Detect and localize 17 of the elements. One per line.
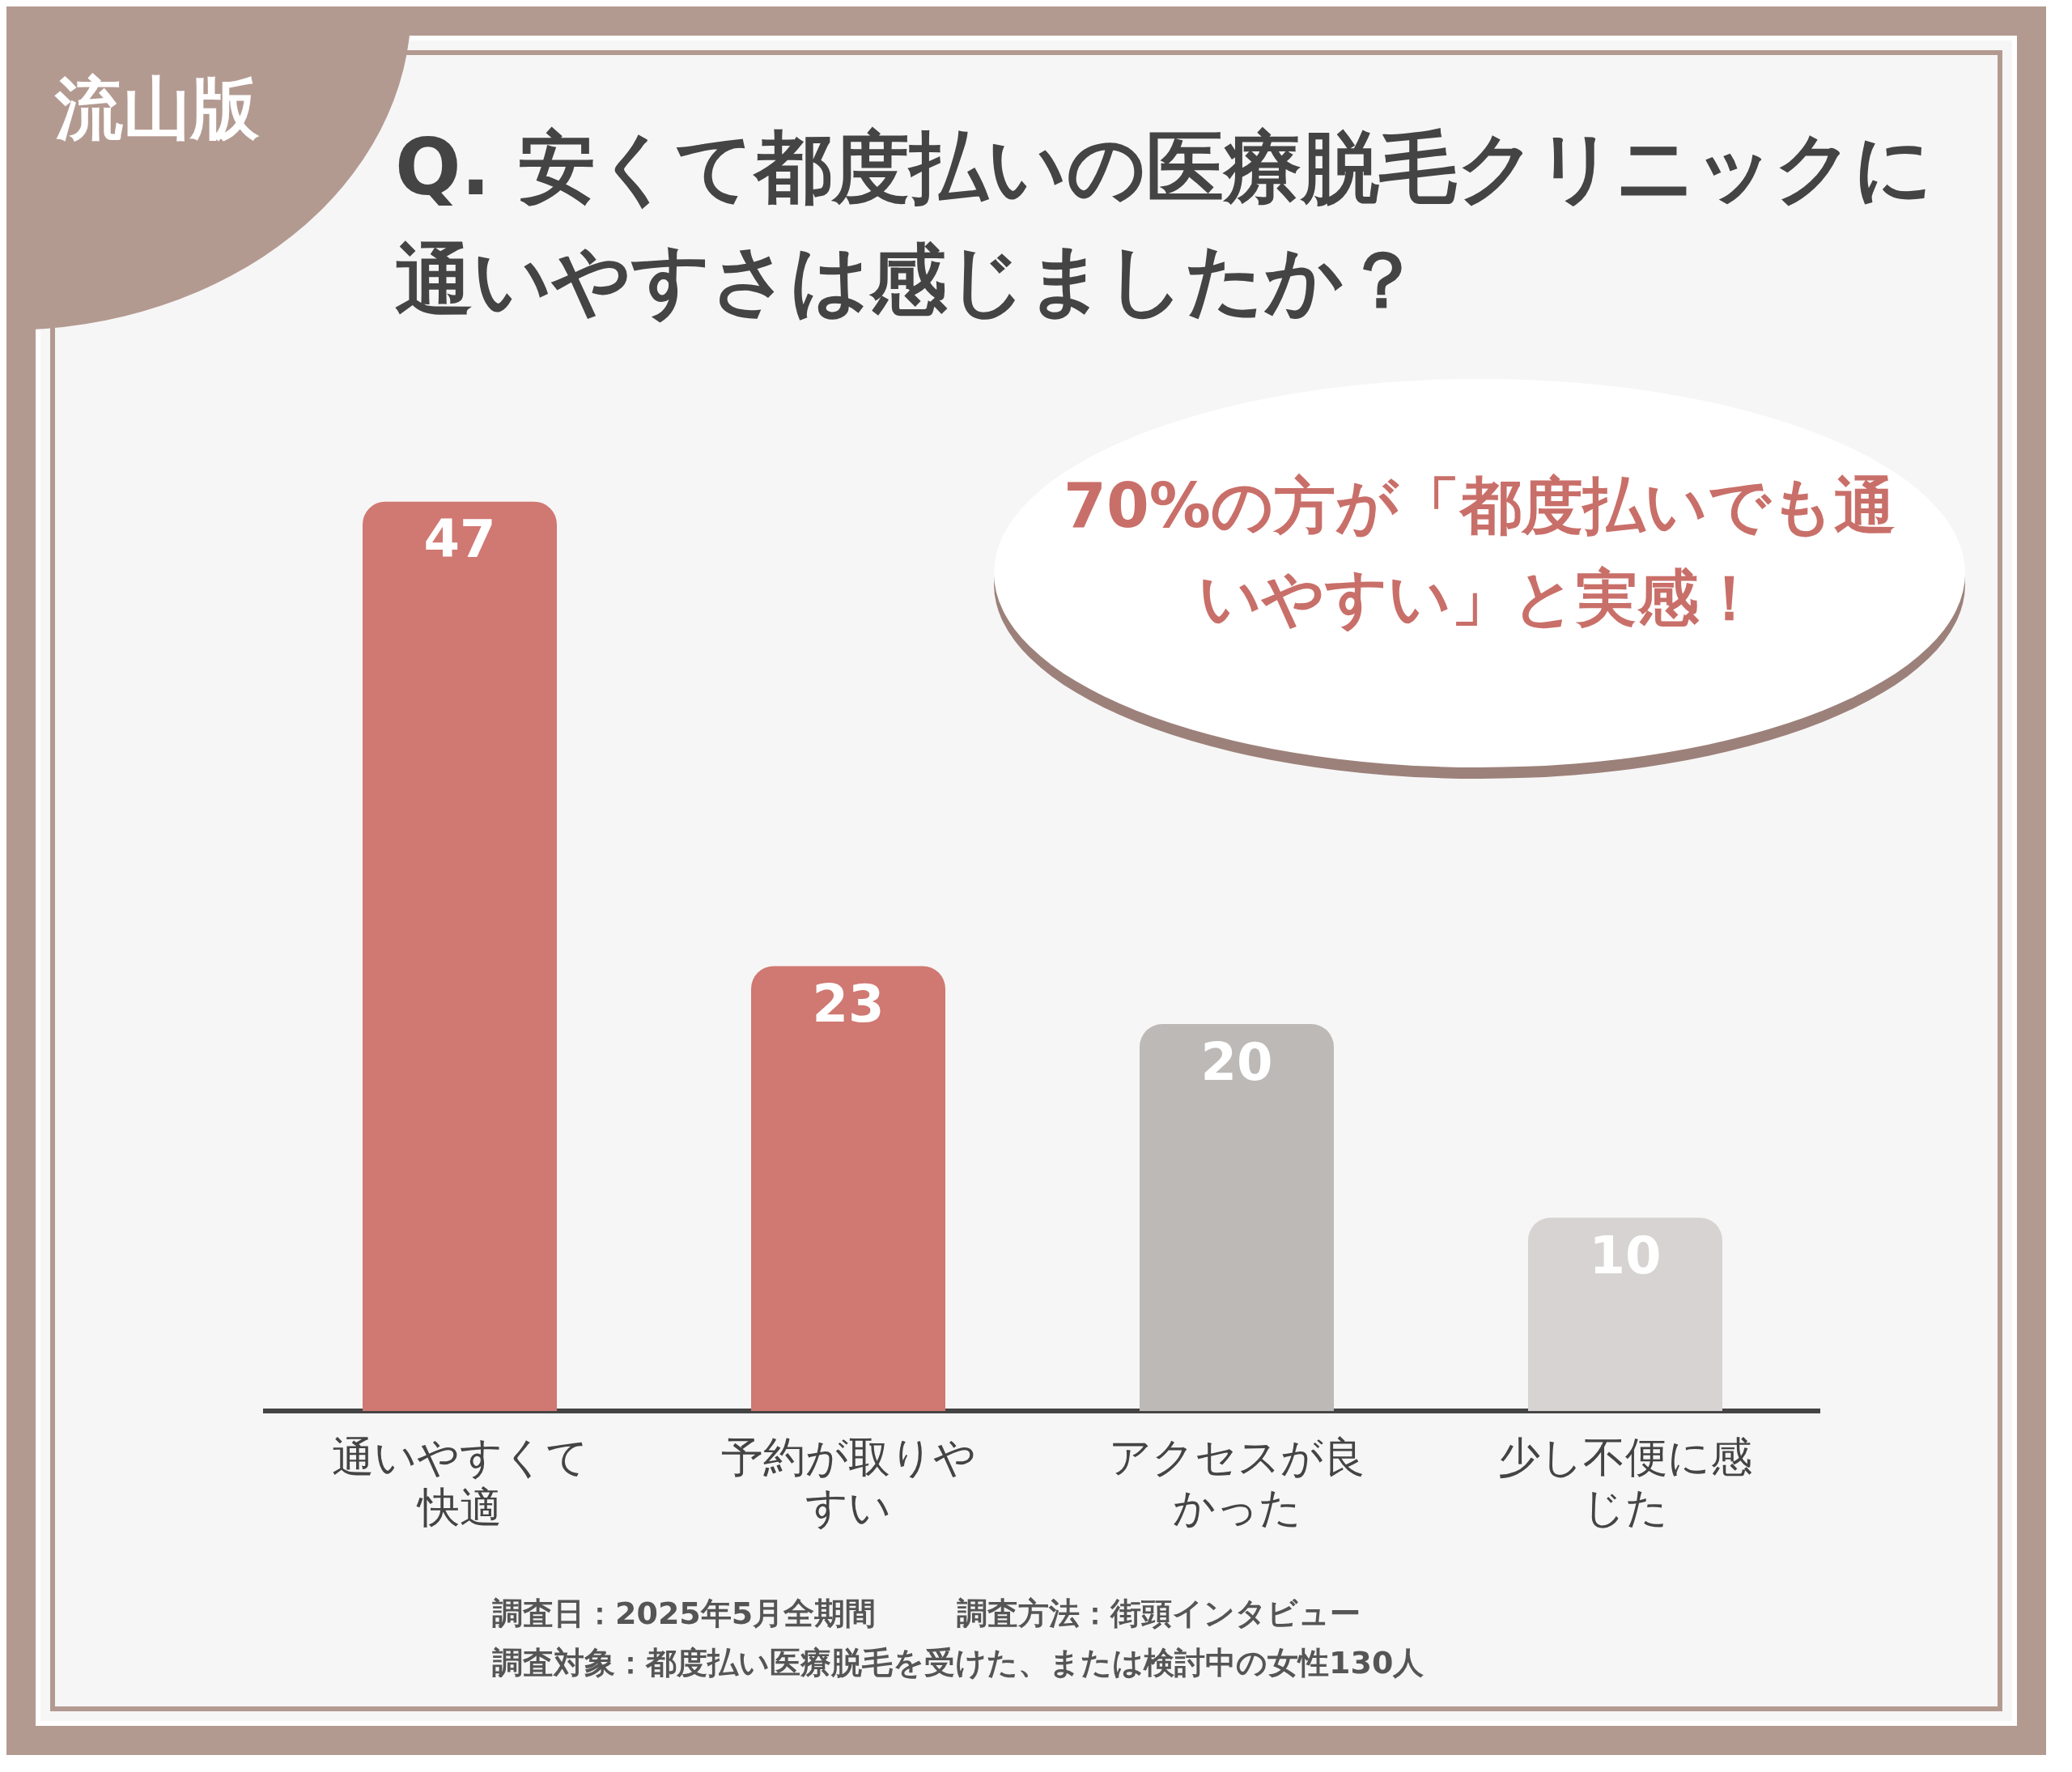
- x-tick-label: 通いやすくて快適: [331, 1432, 588, 1532]
- chart-title: Q. 安くて都度払いの医療脱毛クリニックに通いやすさは感じましたか？: [395, 121, 1934, 328]
- data-label: 47: [423, 509, 496, 570]
- text: 調査日：2025年5月全期間: [492, 1596, 877, 1631]
- annotation: 70%の方が「都度払いでも通いやすい」と実感！: [1063, 469, 1896, 635]
- data-label: 20: [1200, 1031, 1273, 1092]
- text: 調査方法：街頭インタビュー: [957, 1596, 1361, 1631]
- bar: [363, 501, 557, 1412]
- bar: [1140, 1024, 1334, 1412]
- data-label: 23: [812, 974, 885, 1035]
- text: 流山版: [55, 68, 259, 150]
- x-tick-label: 少し不便に感じた: [1498, 1432, 1752, 1532]
- bar: [1528, 1217, 1722, 1412]
- x-tick-label: アクセスが良かった: [1108, 1432, 1365, 1532]
- bar: [751, 966, 945, 1412]
- x-tick-label: 予約が取りやすい: [720, 1432, 976, 1532]
- text: 調査対象：都度払い医療脱毛を受けた、または検討中の女性130人: [492, 1643, 1424, 1682]
